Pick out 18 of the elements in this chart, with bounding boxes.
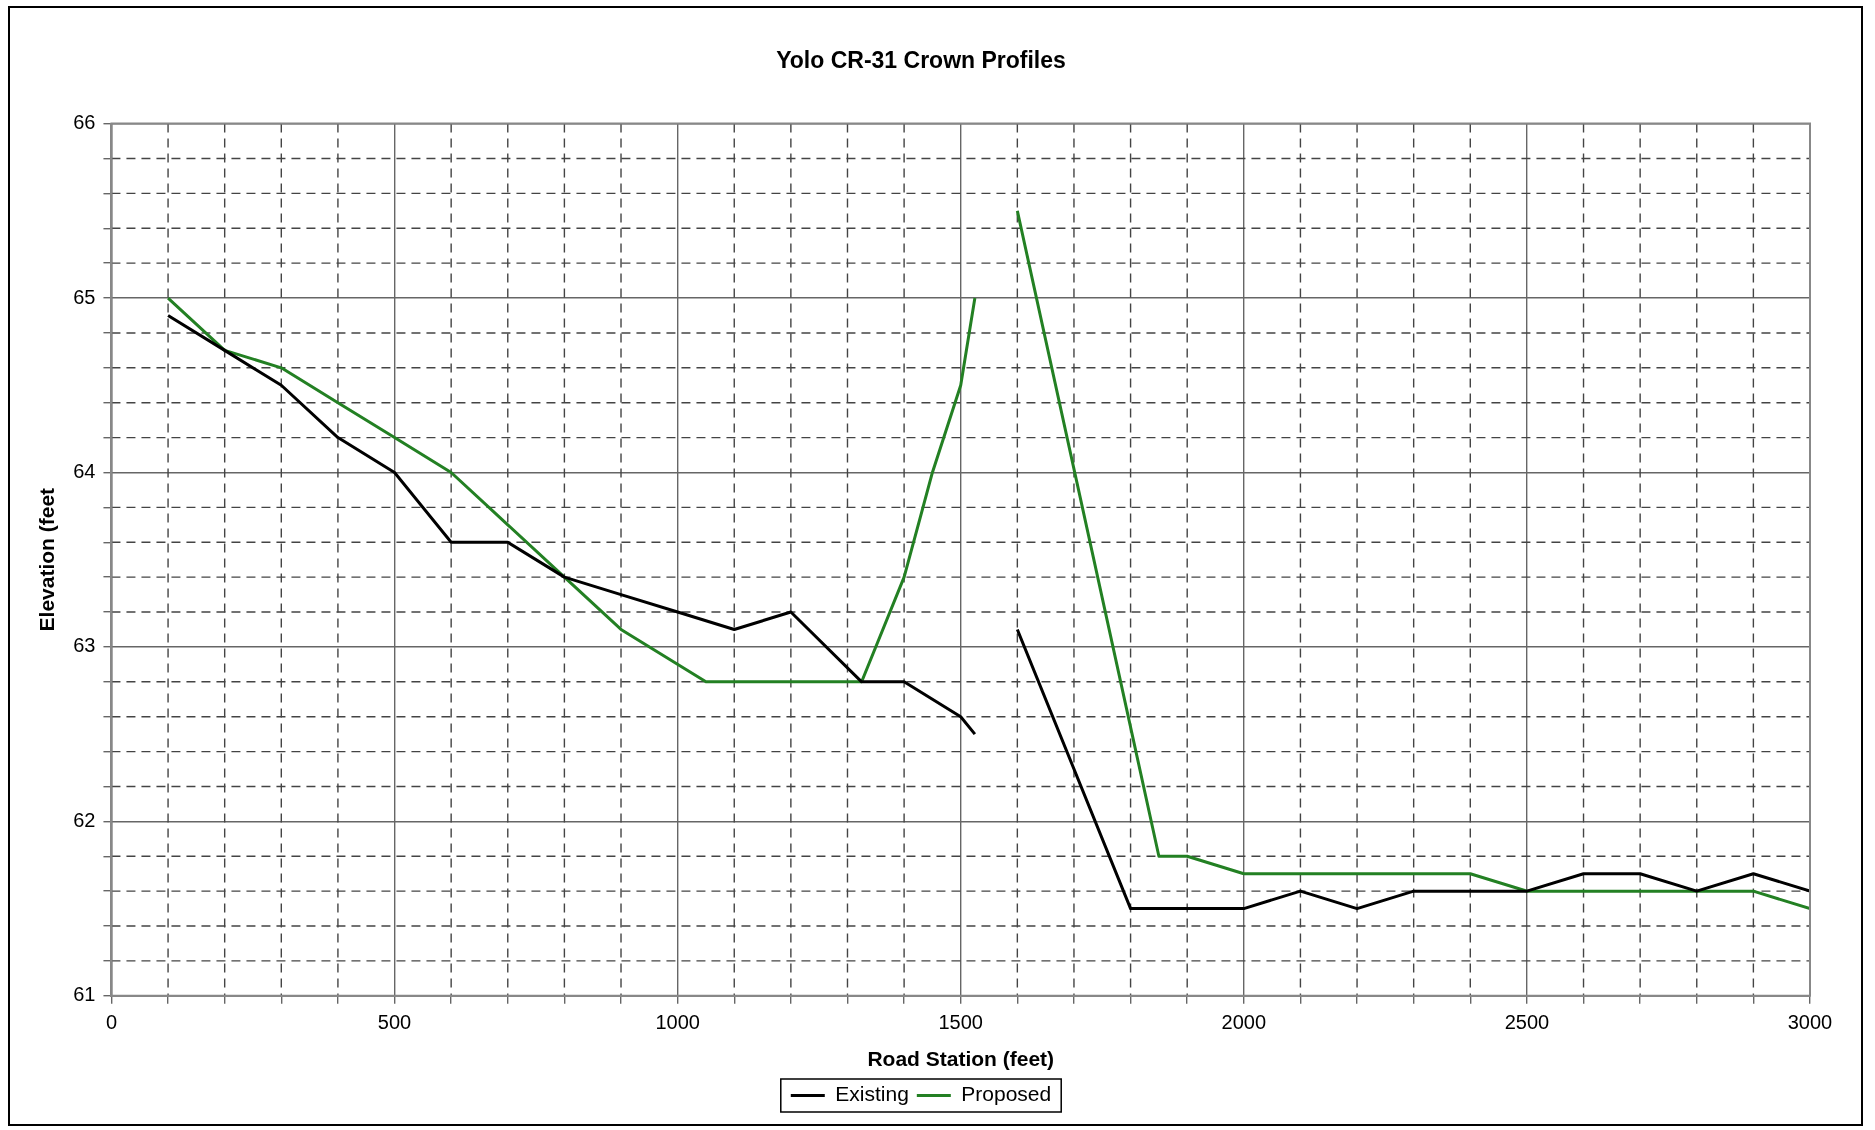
x-axis-title: Road Station (feet) [867,1047,1055,1071]
x-tick-label: 3000 [1787,1011,1833,1034]
y-tick-label: 62 [73,808,96,831]
x-tick-label: 2000 [1221,1011,1267,1034]
y-tick-label: 63 [73,634,96,657]
y-tick-label: 65 [73,285,96,308]
x-tick-label: 1000 [655,1011,700,1034]
y-tick-label: 66 [73,111,96,134]
y-tick-label: 61 [73,983,96,1006]
x-tick-label: 500 [377,1011,412,1034]
y-tick-label: 64 [73,460,96,482]
y-axis-title: Elevation (feet [35,487,59,632]
x-tick-label: 1500 [938,1011,983,1034]
legend-label: Existing [835,1082,909,1106]
x-tick-label: 0 [105,1011,118,1034]
x-tick-label: 2500 [1504,1011,1550,1034]
legend-label: Proposed [961,1082,1052,1106]
chart-title: Yolo CR-31 Crown Profiles [776,47,1066,74]
